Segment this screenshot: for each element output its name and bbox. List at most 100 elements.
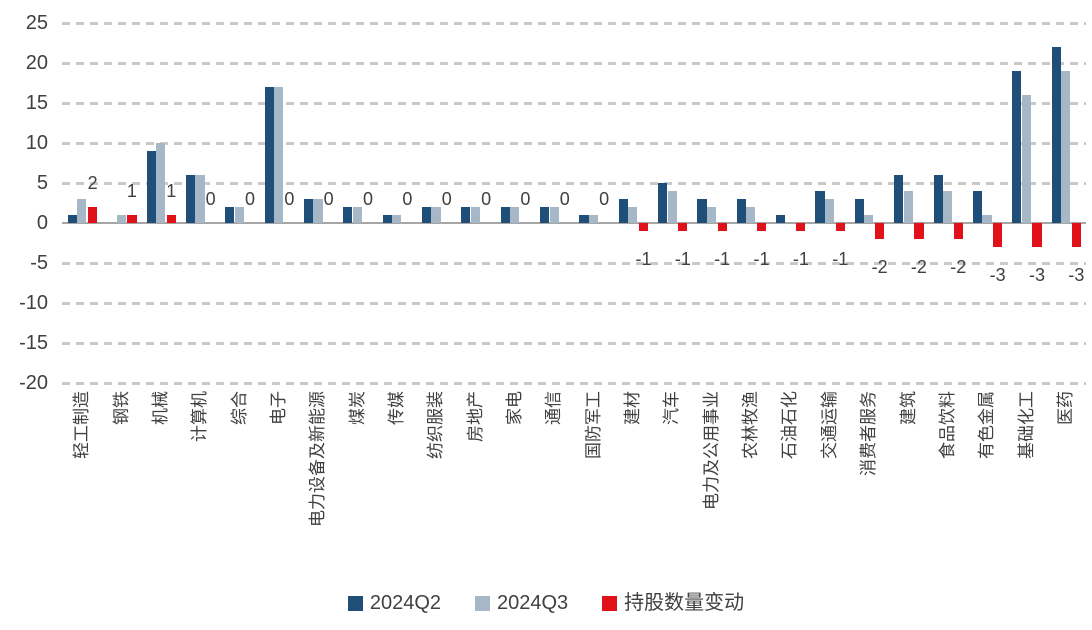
gridline: [62, 182, 1086, 185]
bar-2024q2: [461, 207, 471, 223]
bar-2024q2: [736, 199, 746, 223]
x-axis-category-text: 电子: [268, 391, 288, 425]
y-axis-tick-label: -20: [19, 372, 48, 394]
bar-holding-change: [953, 223, 963, 239]
bar-holding-change: [1071, 223, 1081, 247]
bar-holding-change: [875, 223, 885, 239]
legend-label: 2024Q2: [369, 592, 441, 614]
x-axis-category-text: 有色金属: [977, 391, 997, 459]
gridline: [62, 302, 1086, 305]
bar-2024q2: [421, 207, 432, 223]
x-axis-category-text: 农林牧渔: [741, 391, 761, 459]
data-label: 1: [166, 181, 177, 201]
gridline: [62, 22, 1086, 25]
bar-2024q3: [195, 175, 205, 223]
y-axis-tick-label: 0: [36, 212, 48, 234]
bar-2024q2: [1012, 71, 1022, 223]
y-axis-tick-label: -15: [19, 332, 48, 354]
data-label: 0: [244, 189, 256, 209]
bar-2024q2: [500, 207, 510, 223]
legend-item-2024q2: 2024Q2: [347, 592, 441, 614]
bar-holding-change: [678, 223, 688, 231]
bar-2024q3: [746, 207, 756, 223]
gridline: [62, 342, 1086, 345]
bar-holding-change: [1032, 223, 1042, 247]
y-axis-tick-label: 5: [36, 172, 48, 194]
x-axis-category-text: 机械: [150, 391, 170, 425]
gridline: [62, 62, 1086, 65]
x-axis-category-text: 建材: [623, 391, 643, 425]
bar-2024q3: [116, 215, 126, 223]
bar-2024q2: [618, 199, 628, 223]
bar-2024q3: [588, 215, 599, 223]
y-axis-tick-label: 10: [25, 132, 48, 154]
bar-2024q2: [67, 215, 77, 223]
y-axis-tick-label: -5: [30, 252, 48, 274]
bar-holding-change: [756, 223, 767, 231]
bar-holding-change: [638, 223, 649, 231]
data-label: 0: [559, 189, 570, 209]
bar-2024q2: [854, 199, 864, 223]
bar-2024q2: [697, 199, 707, 223]
bar-2024q2: [264, 87, 274, 223]
bar-2024q2: [382, 215, 392, 223]
data-label: 1: [126, 181, 137, 201]
y-axis-tick-label: -10: [19, 292, 48, 314]
bar-2024q3: [392, 215, 402, 223]
x-axis-category-text: 通信: [544, 391, 564, 425]
bar-2024q3: [1061, 71, 1071, 223]
bar-2024q3: [628, 207, 638, 223]
bar-2024q3: [352, 207, 362, 223]
bar-holding-change: [993, 223, 1003, 247]
bar-2024q3: [549, 207, 559, 223]
bar-2024q2: [146, 151, 156, 223]
x-axis-category-text: 纺织服装: [426, 391, 446, 459]
bar-2024q2: [815, 191, 825, 223]
bar-2024q3: [431, 207, 441, 223]
gridline: [62, 382, 1086, 385]
bar-2024q3: [156, 143, 166, 223]
bar-2024q3: [470, 207, 480, 223]
x-axis-category-text: 房地产: [465, 391, 485, 442]
legend-swatch-icon: [347, 595, 363, 611]
data-label: 2: [87, 173, 98, 193]
bar-2024q3: [864, 215, 874, 223]
data-label: -1: [792, 249, 809, 269]
data-label: -1: [635, 249, 652, 269]
data-label: -1: [832, 249, 849, 269]
legend-item-holding-change: 持股数量变动: [602, 592, 744, 614]
x-axis-category-text: 计算机: [190, 391, 210, 442]
bar-holding-change: [717, 223, 727, 231]
x-axis-category-text: 石油石化: [780, 391, 800, 459]
legend-label: 持股数量变动: [624, 592, 745, 614]
x-axis-category-text: 基础化工: [1016, 391, 1036, 459]
bar-2024q2: [658, 183, 668, 223]
bar-2024q2: [579, 215, 589, 223]
data-label: -3: [1028, 265, 1046, 285]
bar-2024q2: [303, 199, 314, 223]
y-axis-tick-label: 15: [25, 92, 48, 114]
bar-2024q2: [185, 175, 196, 223]
bar-2024q3: [667, 191, 677, 223]
x-axis-category-text: 国防军工: [583, 391, 603, 459]
bar-2024q2: [972, 191, 983, 223]
x-axis-line: [62, 222, 1086, 224]
data-label: 0: [363, 189, 374, 209]
bar-2024q2: [894, 175, 904, 223]
x-axis-category-text: 综合: [229, 391, 249, 425]
bar-2024q3: [903, 191, 913, 223]
x-axis-category-text: 电力设备及新能源: [308, 391, 328, 527]
legend: 2024Q2 2024Q3 持股数量变动: [0, 592, 1092, 614]
x-axis-category-text: 钢铁: [111, 391, 131, 425]
y-axis-tick-label: 20: [25, 52, 48, 74]
data-label: 0: [402, 189, 413, 209]
x-axis-category-text: 汽车: [662, 391, 682, 425]
data-label: 0: [323, 189, 334, 209]
bar-holding-change: [796, 223, 806, 231]
bar-2024q2: [225, 207, 235, 223]
data-label: 0: [481, 189, 492, 209]
data-label: 0: [520, 189, 531, 209]
x-axis-category-text: 轻工制造: [72, 391, 92, 459]
data-label: 0: [284, 189, 295, 209]
